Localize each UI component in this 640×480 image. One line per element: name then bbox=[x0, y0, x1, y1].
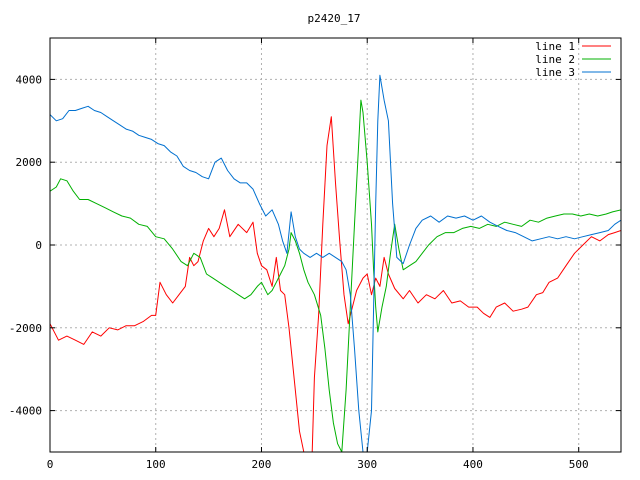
x-tick-label: 500 bbox=[569, 458, 589, 471]
series-line-3 bbox=[50, 74, 621, 452]
chart-title: p2420_17 bbox=[308, 12, 361, 25]
grid bbox=[50, 38, 621, 452]
x-tick-label: 400 bbox=[463, 458, 483, 471]
series-line-1 bbox=[50, 116, 621, 452]
series-line-2 bbox=[50, 99, 621, 452]
y-tick-label: 0 bbox=[35, 239, 42, 252]
y-tick-label: -4000 bbox=[9, 405, 42, 418]
x-tick-label: 300 bbox=[357, 458, 377, 471]
y-tick-label: 4000 bbox=[16, 73, 43, 86]
x-tick-label: 200 bbox=[252, 458, 272, 471]
y-tick-label: -2000 bbox=[9, 322, 42, 335]
legend-label-2: line 2 bbox=[535, 53, 575, 66]
legend-label-3: line 3 bbox=[535, 66, 575, 79]
y-tick-label: 2000 bbox=[16, 156, 43, 169]
ticks: 0 100 200 300 400 500 -4000 -2000 0 2000 4000 bbox=[9, 38, 621, 471]
legend-label-1: line 1 bbox=[535, 40, 575, 53]
x-tick-label: 100 bbox=[146, 458, 166, 471]
series-group bbox=[50, 74, 621, 452]
x-tick-label: 0 bbox=[47, 458, 54, 471]
